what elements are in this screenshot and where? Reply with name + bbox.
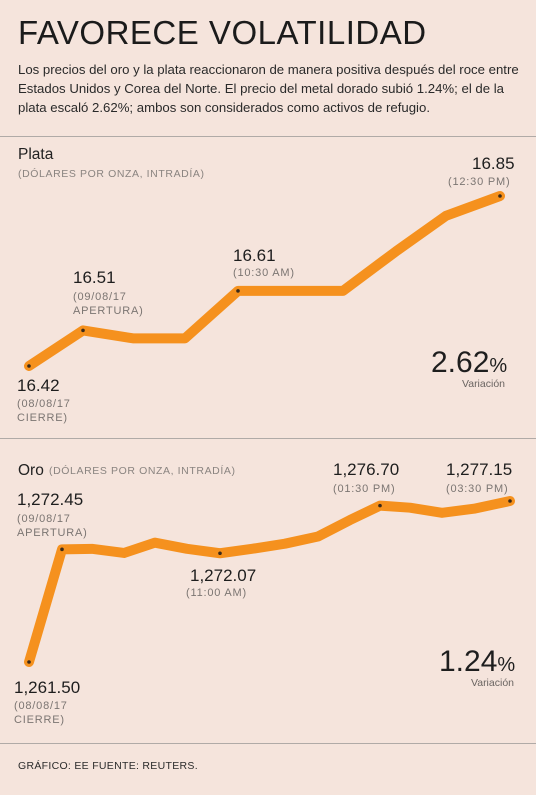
gold-label-value: 1,272.45 <box>17 490 84 509</box>
gold-label-note: (11:00 AM) <box>186 587 247 599</box>
footer-credits: GRÁFICO: EE FUENTE: REUTERS. <box>18 760 198 772</box>
gold-label-note: (09/08/17 APERTURA) <box>17 513 88 539</box>
gold-subtitle: (DÓLARES POR ONZA, INTRADÍA) <box>49 465 236 477</box>
silver-data-point <box>81 328 85 333</box>
page-title: FAVORECE VOLATILIDAD <box>18 14 427 51</box>
divider <box>0 743 536 744</box>
silver-data-point <box>236 289 240 293</box>
gold-change-label: Variación <box>471 677 514 689</box>
silver-label-note: (08/08/17 CIERRE) <box>17 398 71 424</box>
divider <box>0 438 536 439</box>
silver-change-value: 2.62% <box>431 346 508 379</box>
silver-data-point <box>27 364 31 368</box>
silver-title: Plata <box>18 146 54 163</box>
gold-title: Oro <box>18 462 44 479</box>
intro-text: Los precios del oro y la plata reacciona… <box>18 62 519 115</box>
gold-label-value: 1,276.70 <box>333 460 400 479</box>
silver-data-point <box>498 194 502 198</box>
silver-label-note: (10:30 AM) <box>233 267 295 279</box>
gold-data-point <box>60 547 64 552</box>
silver-label-note: (12:30 PM) <box>448 176 511 188</box>
gold-label-value: 1,261.50 <box>14 678 81 697</box>
gold-data-point <box>508 499 512 503</box>
silver-label-value: 16.51 <box>73 268 116 287</box>
gold-data-point <box>378 503 382 508</box>
divider <box>0 136 536 137</box>
silver-label-note: (09/08/17 APERTURA) <box>73 291 144 317</box>
gold-data-point <box>27 660 31 664</box>
silver-subtitle: (DÓLARES POR ONZA, INTRADÍA) <box>18 168 205 180</box>
gold-label-value: 1,272.07 <box>190 566 257 585</box>
gold-series-line <box>24 496 515 667</box>
silver-line-chart <box>24 191 505 371</box>
silver-series-line <box>24 191 505 371</box>
gold-change-value: 1.24% <box>439 645 516 678</box>
gold-line-chart <box>24 496 515 667</box>
gold-label-note: (08/08/17 CIERRE) <box>14 700 68 726</box>
gold-label-value: 1,277.15 <box>446 460 513 479</box>
gold-label-note: (03:30 PM) <box>446 483 509 495</box>
silver-label-value: 16.85 <box>472 154 515 173</box>
silver-change-label: Variación <box>462 378 505 390</box>
gold-label-note: (01:30 PM) <box>333 483 396 495</box>
silver-label-value: 16.42 <box>17 376 60 395</box>
silver-label-value: 16.61 <box>233 246 276 265</box>
gold-data-point <box>218 551 222 556</box>
